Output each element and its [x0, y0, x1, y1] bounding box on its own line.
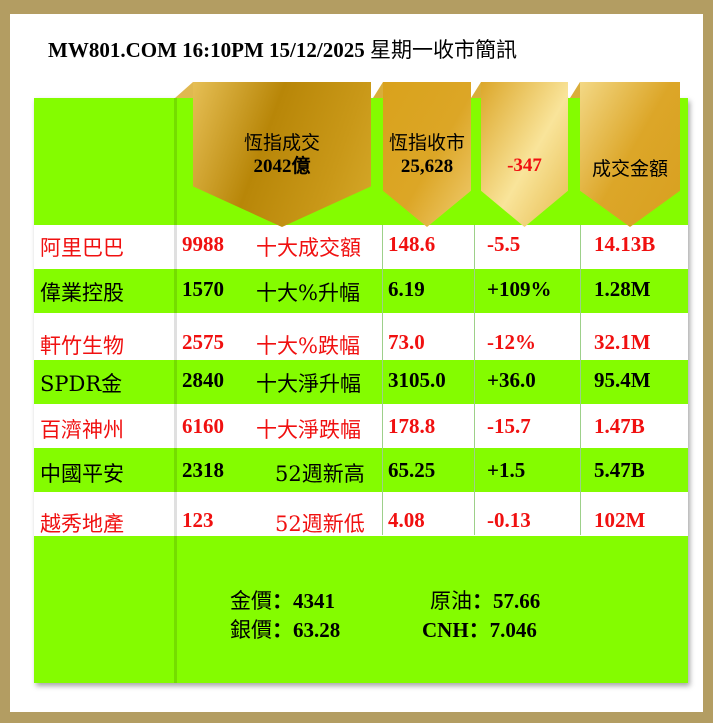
- table-row: [34, 269, 688, 313]
- row-amount: 1.47B: [594, 414, 645, 438]
- row-category: 十大%跌幅: [256, 334, 360, 358]
- row-code: 1570: [182, 277, 224, 301]
- column-divider: [474, 225, 475, 535]
- row-change: +109%: [487, 277, 552, 301]
- row-category: 十大成交額: [256, 236, 361, 260]
- row-code: 123: [182, 508, 214, 532]
- row-change: -15.7: [487, 414, 531, 438]
- column-divider: [174, 98, 177, 683]
- row-price: 4.08: [388, 508, 425, 532]
- row-name: 阿里巴巴: [40, 236, 124, 260]
- row-category: 十大淨升幅: [256, 372, 361, 396]
- row-code: 9988: [182, 232, 224, 256]
- row-price: 65.25: [388, 458, 436, 482]
- row-change: -12%: [487, 330, 536, 354]
- amount-label: 成交金額: [591, 158, 668, 180]
- row-name: SPDR金: [40, 372, 123, 396]
- row-amount: 5.47B: [594, 458, 645, 482]
- cnh-rate: CNH：7.046: [422, 618, 537, 642]
- row-category: 52週新高: [275, 462, 365, 486]
- page-title: MW801.COM 16:10PM 15/12/2025 星期一收市簡訊: [48, 34, 517, 64]
- row-name: 中國平安: [40, 462, 124, 486]
- column-divider: [382, 225, 383, 535]
- close-value: 25,628: [400, 156, 454, 177]
- oil-price: 原油：57.66: [430, 589, 541, 613]
- row-amount: 1.28M: [594, 277, 651, 301]
- row-change: -5.5: [487, 232, 521, 256]
- turnover-value: 2042億: [253, 156, 311, 177]
- row-change: -0.13: [487, 508, 531, 532]
- change-value: -347: [507, 155, 542, 176]
- title-brand: MW801.COM 16:10PM 15/12/2025: [48, 38, 365, 62]
- row-change: +36.0: [487, 368, 536, 392]
- close-label: 恆指收市: [388, 132, 465, 154]
- row-price: 3105.0: [388, 368, 446, 392]
- row-amount: 14.13B: [594, 232, 656, 256]
- turnover-label: 恆指成交: [243, 132, 320, 154]
- row-price: 178.8: [388, 414, 436, 438]
- row-category: 十大%升幅: [256, 281, 360, 305]
- gold-price: 金價：4341: [230, 589, 335, 613]
- row-category: 十大淨跌幅: [256, 418, 361, 442]
- row-name: 軒竹生物: [40, 334, 124, 358]
- table-row: [34, 448, 688, 492]
- table-row: [34, 313, 688, 360]
- table-row: [34, 225, 688, 269]
- silver-price: 銀價：63.28: [230, 618, 341, 642]
- table-row: [34, 360, 688, 404]
- row-change: +1.5: [487, 458, 526, 482]
- row-amount: 32.1M: [594, 330, 651, 354]
- row-name: 偉業控股: [40, 281, 124, 305]
- title-suffix: 星期一收市簡訊: [369, 38, 517, 62]
- row-category: 52週新低: [275, 512, 365, 536]
- row-price: 73.0: [388, 330, 425, 354]
- row-amount: 102M: [594, 508, 646, 532]
- row-code: 2318: [182, 458, 224, 482]
- row-name: 越秀地產: [40, 512, 124, 536]
- row-code: 2840: [182, 368, 224, 392]
- column-divider: [580, 225, 581, 535]
- row-name: 百濟神州: [40, 418, 124, 442]
- table-row: [34, 404, 688, 448]
- row-price: 148.6: [388, 232, 436, 256]
- row-price: 6.19: [388, 277, 425, 301]
- row-amount: 95.4M: [594, 368, 651, 392]
- row-code: 2575: [182, 330, 224, 354]
- row-code: 6160: [182, 414, 224, 438]
- table-row: [34, 492, 688, 536]
